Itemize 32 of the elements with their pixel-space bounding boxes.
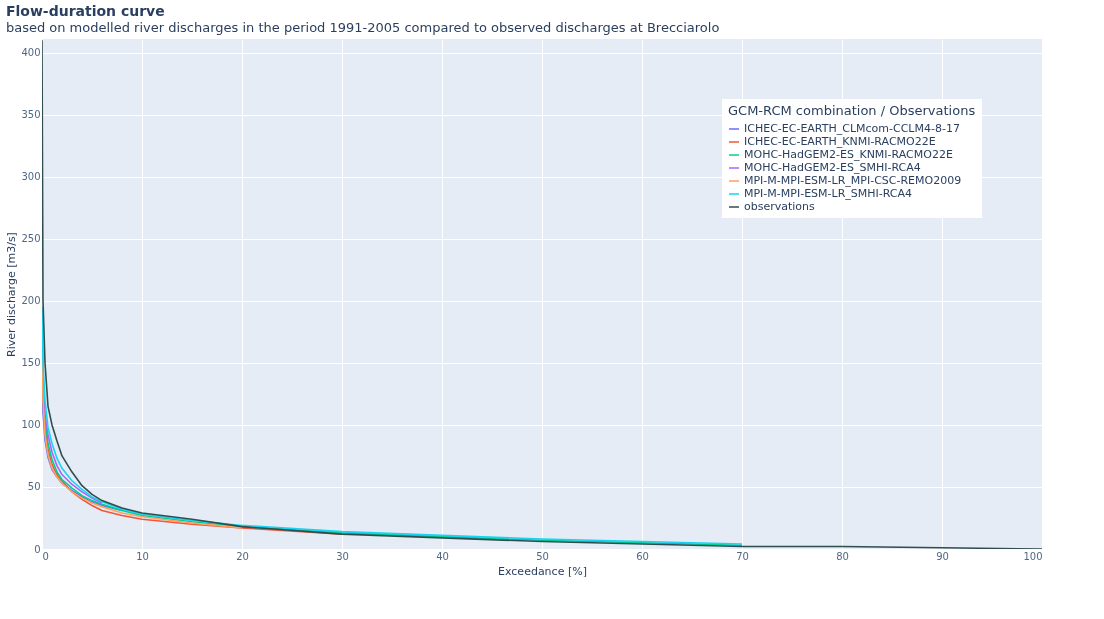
x-axis-title: Exceedance [%] xyxy=(498,564,587,578)
chart-subtitle: based on modelled river discharges in the period 1991-2005 compared to observed discharges at Brecciarolo xyxy=(5,20,720,35)
y-tick-label: 350 xyxy=(21,109,41,121)
y-tick-label: 100 xyxy=(21,419,41,431)
x-tick-label: 100 xyxy=(1023,550,1043,562)
x-tick-label: 20 xyxy=(236,550,249,562)
chart-title: Flow-duration curve xyxy=(5,3,165,19)
x-tick-label: 10 xyxy=(136,550,149,562)
x-tick-label: 80 xyxy=(836,550,849,562)
legend-label: MOHC-HadGEM2-ES_KNMI-RACMO22E xyxy=(744,148,953,161)
legend-label: MOHC-HadGEM2-ES_SMHI-RCA4 xyxy=(744,161,921,174)
y-tick-label: 200 xyxy=(21,295,41,307)
x-tick-label: 60 xyxy=(636,550,649,562)
y-axis-title: River discharge [m3/s] xyxy=(5,232,19,357)
x-tick-label: 50 xyxy=(536,550,549,562)
legend-label: MPI-M-MPI-ESM-LR_SMHI-RCA4 xyxy=(744,187,913,200)
y-tick-label: 150 xyxy=(21,357,41,369)
x-tick-label: 70 xyxy=(736,550,749,562)
y-tick-label: 250 xyxy=(21,233,41,245)
legend-label: ICHEC-EC-EARTH_CLMcom-CCLM4-8-17 xyxy=(744,122,960,135)
y-tick-label: 300 xyxy=(21,171,41,183)
x-tick-label: 0 xyxy=(42,550,49,562)
legend-label: observations xyxy=(744,200,816,213)
y-tick-label: 400 xyxy=(21,47,41,59)
line-series xyxy=(42,39,1042,549)
x-tick-label: 30 xyxy=(336,550,349,562)
legend-label: ICHEC-EC-EARTH_KNMI-RACMO22E xyxy=(744,135,936,148)
legend-label: MPI-M-MPI-ESM-LR_MPI-CSC-REMO2009 xyxy=(744,174,962,187)
legend-title: GCM-RCM combination / Observations xyxy=(728,103,976,118)
x-tick-label: 90 xyxy=(936,550,949,562)
y-tick-label: 50 xyxy=(27,481,41,493)
x-tick-label: 40 xyxy=(436,550,449,562)
